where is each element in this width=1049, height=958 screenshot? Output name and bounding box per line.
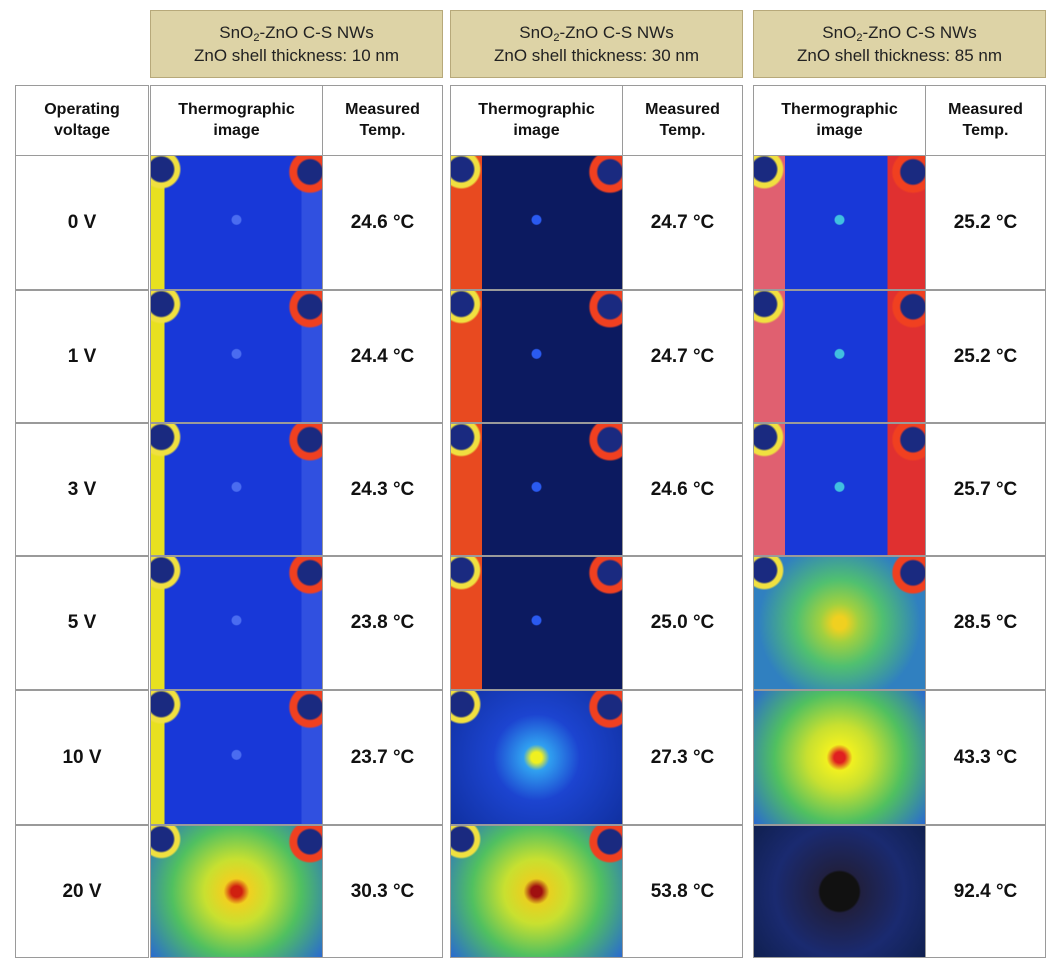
thermographic-image [450, 825, 623, 958]
thermographic-image [150, 825, 323, 958]
thermographic-image [150, 556, 323, 690]
formula-part: -ZnO C-S NWs [862, 23, 976, 42]
temp-cell: 25.0 °C [622, 556, 743, 690]
temp-header: Measured Temp. [925, 85, 1046, 156]
formula-part: SnO [519, 23, 553, 42]
thermographic-image [150, 423, 323, 556]
thermographic-image [753, 423, 926, 556]
voltage-cell: 5 V [15, 556, 149, 690]
voltage-cell: 10 V [15, 690, 149, 825]
formula-part: -ZnO C-S NWs [259, 23, 373, 42]
temp-cell: 24.6 °C [322, 155, 443, 290]
thermographic-image [150, 690, 323, 825]
temp-cell: 30.3 °C [322, 825, 443, 958]
temp-cell: 24.7 °C [622, 155, 743, 290]
image-header: Thermographic image [150, 85, 323, 156]
voltage-cell: 3 V [15, 423, 149, 556]
thermographic-image [450, 690, 623, 825]
temp-cell: 24.3 °C [322, 423, 443, 556]
temp-cell: 23.8 °C [322, 556, 443, 690]
temp-header: Measured Temp. [322, 85, 443, 156]
temp-header: Measured Temp. [622, 85, 743, 156]
thermographic-image [450, 290, 623, 423]
thermographic-image [753, 556, 926, 690]
temp-cell: 24.4 °C [322, 290, 443, 423]
group-formula: SnO2-ZnO C-S NWs [219, 22, 373, 46]
thermographic-image [150, 155, 323, 290]
temp-cell: 23.7 °C [322, 690, 443, 825]
shell-thickness: ZnO shell thickness: 10 nm [194, 45, 399, 66]
thermographic-image [450, 423, 623, 556]
voltage-header: Operating voltage [15, 85, 149, 156]
formula-part: SnO [822, 23, 856, 42]
image-header: Thermographic image [753, 85, 926, 156]
image-header: Thermographic image [450, 85, 623, 156]
voltage-cell: 20 V [15, 825, 149, 958]
thermographic-image [753, 825, 926, 958]
thermographic-image [150, 290, 323, 423]
temp-cell: 25.7 °C [925, 423, 1046, 556]
thermographic-image [753, 155, 926, 290]
temp-cell: 92.4 °C [925, 825, 1046, 958]
formula-part: -ZnO C-S NWs [559, 23, 673, 42]
temp-cell: 27.3 °C [622, 690, 743, 825]
formula-part: SnO [219, 23, 253, 42]
temp-cell: 53.8 °C [622, 825, 743, 958]
thermographic-image [753, 290, 926, 423]
temp-cell: 24.6 °C [622, 423, 743, 556]
shell-thickness: ZnO shell thickness: 85 nm [797, 45, 1002, 66]
group-formula: SnO2-ZnO C-S NWs [519, 22, 673, 46]
temp-cell: 25.2 °C [925, 290, 1046, 423]
voltage-cell: 0 V [15, 155, 149, 290]
thermographic-image [753, 690, 926, 825]
figure: SnO2-ZnO C-S NWsZnO shell thickness: 10 … [0, 0, 1049, 958]
group-formula: SnO2-ZnO C-S NWs [822, 22, 976, 46]
voltage-cell: 1 V [15, 290, 149, 423]
temp-cell: 28.5 °C [925, 556, 1046, 690]
thermographic-image [450, 155, 623, 290]
temp-cell: 43.3 °C [925, 690, 1046, 825]
shell-thickness: ZnO shell thickness: 30 nm [494, 45, 699, 66]
thermographic-image [450, 556, 623, 690]
temp-cell: 24.7 °C [622, 290, 743, 423]
temp-cell: 25.2 °C [925, 155, 1046, 290]
